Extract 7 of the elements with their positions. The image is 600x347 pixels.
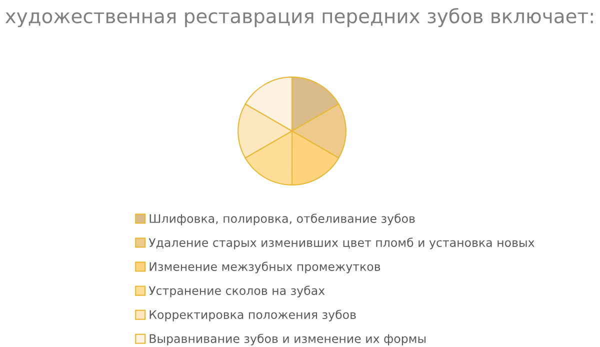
- legend-label: Удаление старых изменивших цвет пломб и установка новых: [148, 238, 534, 250]
- legend-label: Устранение сколов на зубах: [148, 286, 325, 298]
- chart-title: художественная реставрация передних зубов включает:: [5, 8, 593, 28]
- legend-label: Корректировка положения зубов: [150, 310, 356, 322]
- legend-label: Выравнивание зубов и изменение их формы: [150, 334, 426, 346]
- legend-label: Изменение межзубных промежутков: [150, 262, 380, 274]
- legend-label: Шлифовка, полировка, отбеливание зубов: [150, 214, 415, 226]
